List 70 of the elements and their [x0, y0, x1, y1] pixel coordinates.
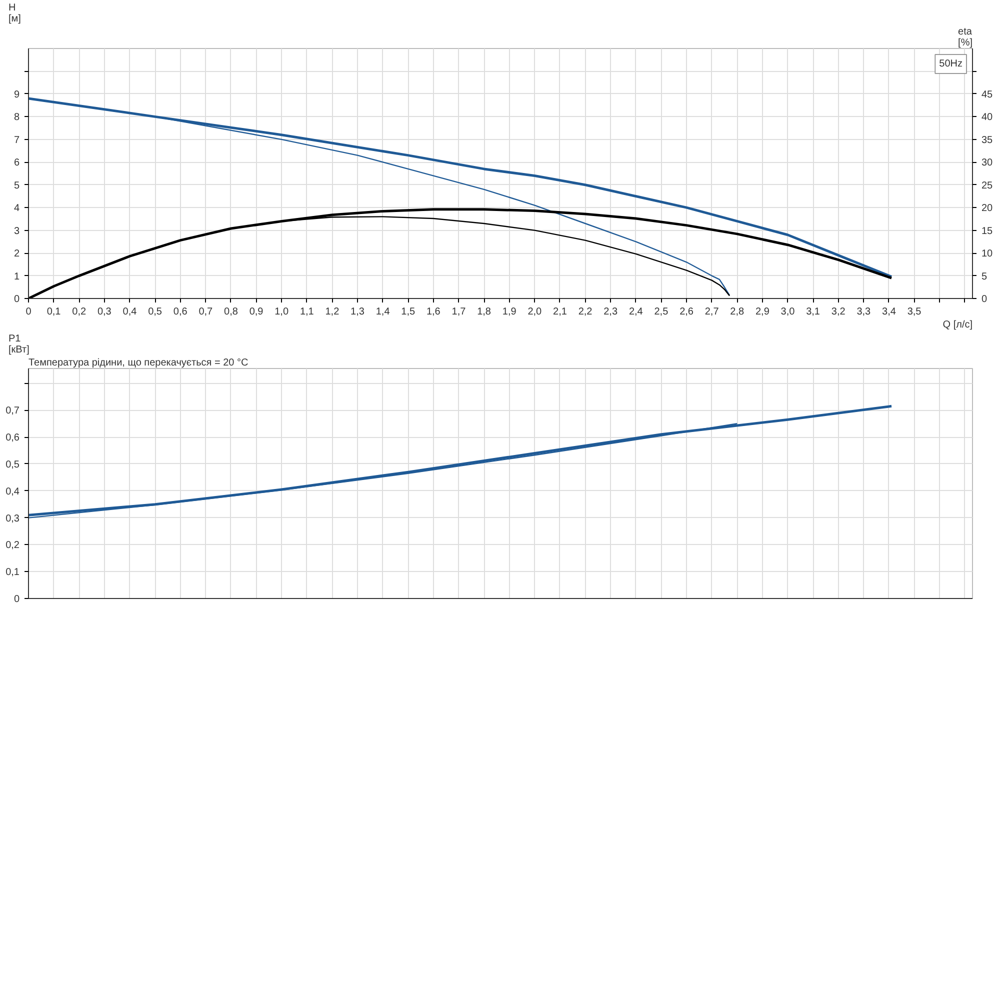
x-tick-label: 2,6: [680, 306, 694, 318]
y2-tick-label: 10: [982, 248, 994, 260]
y2-tick-label: 40: [982, 112, 994, 124]
x-tick-label: 1,5: [401, 306, 416, 318]
x-tick-label: 3,2: [831, 306, 846, 318]
x-axis-title: Q [л/с]: [942, 320, 973, 330]
x-tick-label: 1,4: [376, 306, 390, 318]
x-tick-label: 2,3: [604, 306, 618, 318]
y-tick-label: 3: [14, 226, 20, 237]
x-tick-label: 1,0: [274, 306, 289, 318]
x-tick-label: 0,4: [122, 306, 138, 318]
x-tick-label: 0: [26, 306, 32, 318]
y2-tick-label: 30: [982, 158, 994, 169]
y-axis-title: H [м]: [8, 2, 22, 24]
y-tick-label: 0,2: [6, 540, 20, 552]
x-tick-label: 3,4: [882, 306, 896, 318]
y2-tick-label: 0: [982, 294, 988, 305]
y2-tick-label: 35: [982, 134, 994, 146]
y-tick-label: 0,1: [6, 567, 20, 578]
x-tick-label: 1,2: [325, 306, 340, 318]
x-tick-label: 0,9: [249, 306, 264, 318]
y2-tick-label: 25: [982, 180, 994, 192]
y-axis-title: P1 [кВт]: [8, 334, 30, 356]
y2-tick-label: 45: [982, 89, 994, 100]
text: Температура рідини, що перекачується = 20 °C: [28, 358, 248, 368]
y-tick-label: 2: [14, 248, 20, 260]
y-tick-label: 0,3: [6, 513, 20, 524]
x-tick-label: 2,8: [730, 306, 745, 318]
y-tick-label: 0,4: [6, 486, 20, 498]
x-tick-label: 2,4: [628, 306, 644, 318]
x-tick-label: 3,5: [907, 306, 922, 318]
y-tick-label: 0,5: [6, 459, 20, 470]
y-tick-label: 4: [14, 203, 20, 214]
x-tick-label: 0,7: [198, 306, 214, 318]
y-tick-label: 8: [14, 112, 20, 124]
y-tick-label: 5: [14, 180, 20, 192]
annotation: 50Hz: [939, 58, 963, 70]
x-tick-label: 0,2: [72, 306, 87, 318]
y-tick-label: 0: [14, 294, 20, 305]
x-tick-label: 0,6: [173, 306, 188, 318]
y-tick-label: 0: [14, 594, 20, 605]
x-tick-label: 1,9: [502, 306, 517, 318]
x-tick-label: 1,1: [300, 306, 314, 318]
y-tick-label: 7: [14, 134, 20, 146]
y-tick-label: 0,6: [6, 432, 20, 444]
y-tick-label: 9: [14, 89, 20, 100]
y-tick-label: 0,7: [6, 406, 20, 417]
x-tick-label: 1,6: [426, 306, 441, 318]
x-tick-label: 2,2: [578, 306, 593, 318]
x-tick-label: 3,1: [806, 306, 820, 318]
x-tick-label: 2,0: [528, 306, 542, 318]
y2-axis-title: eta [%]: [958, 26, 973, 48]
x-tick-label: 2,9: [755, 306, 770, 318]
y-tick-label: 1: [14, 271, 20, 282]
x-tick-label: 2,5: [654, 306, 669, 318]
x-tick-label: 0,3: [97, 306, 112, 318]
x-tick-label: 1,7: [452, 306, 466, 318]
x-tick-label: 3,3: [856, 306, 872, 318]
x-tick-label: 3,0: [780, 306, 796, 318]
x-tick-label: 0,8: [224, 306, 238, 318]
y-tick-label: 6: [14, 158, 20, 169]
x-tick-label: 1,3: [350, 306, 365, 318]
y2-tick-label: 5: [982, 271, 988, 282]
x-tick-label: 0,5: [148, 306, 162, 318]
x-tick-label: 2,1: [553, 306, 568, 318]
y2-tick-label: 20: [982, 203, 994, 214]
x-tick-label: 0,1: [46, 306, 62, 318]
x-tick-label: 1,8: [477, 306, 492, 318]
x-tick-label: 2,7: [704, 306, 720, 318]
y2-tick-label: 15: [982, 226, 994, 237]
